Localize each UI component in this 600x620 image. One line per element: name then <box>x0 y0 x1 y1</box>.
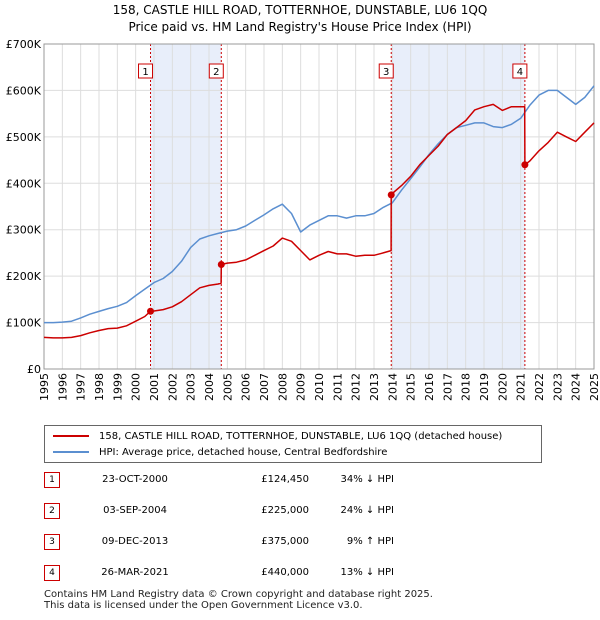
x-tick-label: 2024 <box>570 373 583 401</box>
sale-label-number: 2 <box>213 67 219 78</box>
sale-number-badge: 1 <box>44 472 60 488</box>
sale-row: 3 09-DEC-2013 £375,000 9% ↑ HPI <box>44 534 464 550</box>
sale-point <box>147 307 155 315</box>
sale-row: 2 03-SEP-2004 £225,000 24% ↓ HPI <box>44 503 464 519</box>
sale-hpi-diff: 13% ↓ HPI <box>340 567 394 578</box>
x-tick-label: 2016 <box>423 373 436 401</box>
legend-line-hpi <box>53 451 89 453</box>
x-tick-label: 1995 <box>38 373 51 401</box>
sale-price: £124,450 <box>261 474 309 485</box>
x-tick-label: 2020 <box>496 373 509 401</box>
y-tick-label: £700K <box>6 38 42 51</box>
y-tick-label: £0 <box>27 363 41 376</box>
shaded-period-1 <box>150 44 222 369</box>
x-tick-label: 1997 <box>75 373 88 401</box>
sale-number-badge: 2 <box>44 503 60 519</box>
x-tick-label: 2021 <box>515 373 528 401</box>
hpi-series-line <box>44 85 595 324</box>
legend-label-hpi: HPI: Average price, detached house, Cent… <box>99 446 388 458</box>
plot-frame <box>43 43 595 370</box>
sale-label-box <box>512 63 528 79</box>
sale-label-box <box>138 63 154 79</box>
sale-price: £375,000 <box>261 536 309 547</box>
x-tick-label: 2011 <box>331 373 344 401</box>
x-tick-label: 2009 <box>295 373 308 401</box>
x-tick-label: 2015 <box>405 373 418 401</box>
sale-number-badge: 4 <box>44 565 60 581</box>
legend-item-property: 158, CASTLE HILL ROAD, TOTTERNHOE, DUNST… <box>53 429 502 443</box>
x-tick-label: 1998 <box>93 373 106 401</box>
price-chart: £0 £100K £200K £300K £400K £500K £600K £700K 199… <box>6 38 600 401</box>
legend-item-hpi: HPI: Average price, detached house, Cent… <box>53 445 387 459</box>
sale-hpi-diff: 34% ↓ HPI <box>340 474 394 485</box>
y-tick-label: £100K <box>6 317 42 330</box>
x-tick-label: 2013 <box>368 373 381 401</box>
sale-price: £225,000 <box>261 505 309 516</box>
x-tick-label: 2001 <box>148 373 161 401</box>
y-tick-label: £600K <box>6 84 42 97</box>
sale-date: 26-MAR-2021 <box>101 567 169 578</box>
sale-hpi-diff: 24% ↓ HPI <box>340 505 394 516</box>
sale-label-number: 4 <box>517 67 523 78</box>
x-tick-label: 2005 <box>221 373 234 401</box>
x-tick-label: 2023 <box>551 373 564 401</box>
x-tick-label: 2012 <box>350 373 363 401</box>
x-tick-label: 1996 <box>56 373 69 401</box>
sale-price: £440,000 <box>261 567 309 578</box>
shaded-period-2 <box>391 44 525 369</box>
x-tick-label: 2022 <box>533 373 546 401</box>
footer: Contains HM Land Registry data © Crown c… <box>44 589 433 611</box>
x-tick-label: 2025 <box>588 373 600 401</box>
sale-label-box <box>378 63 394 79</box>
sale-date: 09-DEC-2013 <box>101 536 169 547</box>
x-tick-label: 2003 <box>185 373 198 401</box>
sale-date: 23-OCT-2000 <box>102 474 168 485</box>
x-tick-label: 2010 <box>313 373 326 401</box>
x-tick-label: 2019 <box>478 373 491 401</box>
chart-title: 158, CASTLE HILL ROAD, TOTTERNHOE, DUNST… <box>112 3 488 17</box>
sale-date: 03-SEP-2004 <box>103 505 167 516</box>
sale-number-badge: 3 <box>44 534 60 550</box>
sale-point <box>217 261 225 269</box>
sale-hpi-diff: 9% ↑ HPI <box>346 536 394 547</box>
footer-licence: This data is licensed under the Open Gov… <box>44 600 363 611</box>
x-tick-label: 2018 <box>460 373 473 401</box>
x-tick-label: 1999 <box>111 373 124 401</box>
sale-row: 4 26-MAR-2021 £440,000 13% ↓ HPI <box>44 565 464 581</box>
property-series-line <box>43 103 595 339</box>
sale-label-number: 1 <box>142 67 148 78</box>
sale-row: 1 23-OCT-2000 £124,450 34% ↓ HPI <box>44 472 464 488</box>
y-tick-label: £200K <box>6 270 42 283</box>
x-tick-label: 2017 <box>441 373 454 401</box>
x-tick-label: 2007 <box>258 373 271 401</box>
x-tick-label: 2014 <box>386 373 399 401</box>
legend-label-property: 158, CASTLE HILL ROAD, TOTTERNHOE, DUNST… <box>99 430 503 442</box>
footer-copyright: Contains HM Land Registry data © Crown c… <box>44 589 433 600</box>
y-tick-label: £300K <box>6 224 42 237</box>
chart-subtitle: Price paid vs. HM Land Registry's House … <box>128 20 472 34</box>
sale-label-box <box>208 63 224 79</box>
x-tick-label: 2008 <box>276 373 289 401</box>
y-tick-label: £400K <box>6 177 42 190</box>
chart-legend: 158, CASTLE HILL ROAD, TOTTERNHOE, DUNST… <box>44 425 542 463</box>
sale-point <box>387 191 395 199</box>
x-tick-label: 2006 <box>240 373 253 401</box>
x-tick-label: 2000 <box>130 373 143 401</box>
x-tick-label: 2004 <box>203 373 216 401</box>
sale-point <box>521 161 529 169</box>
y-tick-label: £500K <box>6 131 42 144</box>
sale-label-number: 3 <box>383 67 389 78</box>
legend-line-property <box>53 435 89 437</box>
x-tick-label: 2002 <box>166 373 179 401</box>
